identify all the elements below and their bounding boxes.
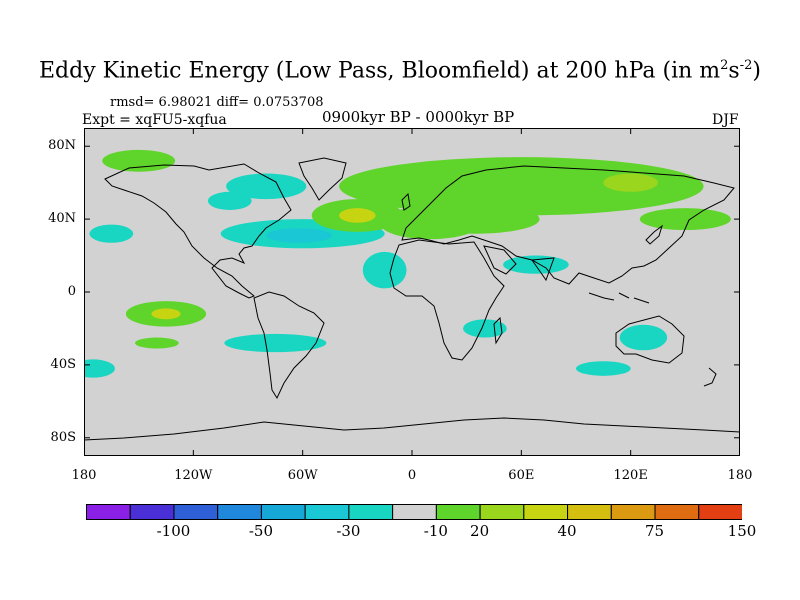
anomaly-region-cyan — [207, 191, 252, 210]
stats-text: rmsd= 6.98021 diff= 0.0753708 — [110, 95, 324, 110]
coast-arabia-india — [483, 245, 555, 282]
anomaly-region-cyan — [362, 251, 407, 289]
colorbar-swatch — [86, 504, 131, 520]
colorbar — [86, 504, 742, 520]
chart-title: Eddy Kinetic Energy (Low Pass, Bloomfiel… — [39, 58, 761, 84]
colorbar-swatch — [392, 504, 437, 520]
colorbar-label: 75 — [644, 522, 665, 540]
colorbar-label: -100 — [156, 522, 191, 540]
coast-new-zealand — [703, 367, 717, 387]
colorbar-swatch — [567, 504, 612, 520]
anomaly-region-cyan — [503, 255, 569, 274]
x-axis-label: 120E — [613, 468, 648, 483]
anomaly-region-cyan — [84, 359, 115, 378]
x-axis-label: 180 — [727, 468, 753, 483]
coast-africa — [389, 239, 505, 361]
y-axis-label: 0 — [67, 284, 76, 299]
period-label: 0900kyr BP - 0000kyr BP — [322, 108, 515, 126]
colorbar-label: -50 — [248, 522, 273, 540]
colorbar-label: 150 — [727, 522, 757, 540]
coast-antarctica — [84, 417, 740, 441]
season-label: DJF — [712, 112, 739, 128]
y-axis-label: 40N — [48, 211, 76, 227]
colorbar-swatch — [348, 504, 394, 520]
anomaly-region-yellow — [339, 208, 376, 223]
coast-madagascar — [493, 316, 503, 345]
coast-south-america — [253, 291, 325, 400]
coast-north-america — [104, 163, 292, 299]
coast-australia — [615, 315, 685, 364]
coast-british-isles — [401, 192, 411, 211]
colorbar-swatch — [217, 504, 262, 520]
anomaly-region-green — [135, 337, 179, 349]
anomaly-region-cyan — [226, 173, 307, 200]
anomaly-region-cyan — [576, 361, 631, 376]
y-axis-label: 40S — [50, 356, 76, 372]
coast-indonesia — [588, 292, 650, 304]
x-axis-label: 60E — [508, 468, 535, 483]
x-axis-label: 0 — [407, 468, 417, 483]
colorbar-swatch — [523, 504, 569, 520]
colorbar-swatch — [129, 504, 175, 520]
anomaly-region-cyan — [89, 224, 134, 243]
colorbar-swatch — [435, 504, 481, 520]
colorbar-swatch — [698, 504, 742, 520]
x-axis-label: 60W — [287, 468, 318, 483]
axis-ticks — [84, 128, 740, 456]
coast-japan — [645, 224, 663, 245]
y-axis-label: 80S — [50, 429, 76, 445]
colorbar-swatch — [654, 504, 700, 520]
world-map — [84, 128, 740, 456]
anomaly-region-yellow — [151, 308, 181, 320]
experiment-label: Expt = xqFU5-xqfua — [82, 112, 227, 128]
coast-greenland — [298, 157, 347, 201]
anomaly-region-green — [339, 157, 704, 216]
anomaly-region-green_light — [603, 173, 659, 192]
colorbar-label: 40 — [557, 522, 577, 540]
colorbar-label: -30 — [336, 522, 361, 540]
colorbar-swatch — [479, 504, 525, 520]
anomaly-region-green — [639, 208, 731, 231]
y-axis-label: 80N — [48, 138, 76, 154]
colorbar-label: -10 — [423, 522, 448, 540]
colorbar-label: 20 — [470, 522, 490, 540]
anomaly-region-cyan — [224, 333, 327, 353]
anomaly-region-cyan — [619, 324, 668, 351]
anomaly-region-green — [412, 204, 540, 234]
colorbar-swatch — [260, 504, 306, 520]
colorbar-swatch — [304, 504, 350, 520]
anomaly-regions — [84, 149, 731, 378]
anomaly-region-cyan — [463, 319, 507, 338]
x-axis-label: 180 — [71, 468, 97, 483]
colorbar-swatch — [173, 504, 219, 520]
anomaly-region-cyan_dark — [266, 228, 332, 243]
x-axis-label: 120W — [174, 468, 213, 483]
coastlines — [84, 157, 740, 441]
anomaly-region-green — [102, 149, 176, 172]
colorbar-swatch — [610, 504, 656, 520]
coast-eurasia — [401, 165, 735, 285]
